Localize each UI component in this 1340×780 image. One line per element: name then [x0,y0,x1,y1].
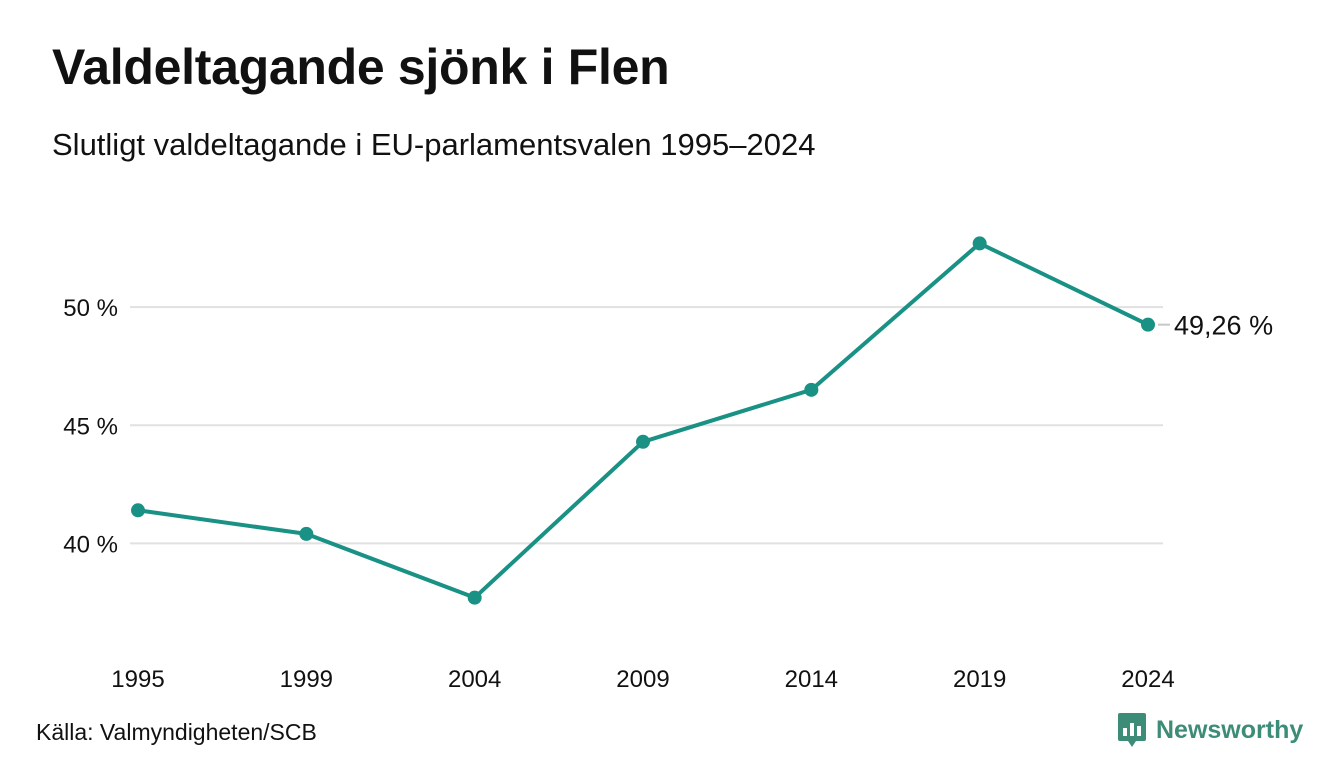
end-label-layer: 49,26 % [1158,311,1273,341]
x-tick-label: 2009 [616,666,669,693]
x-tick-label: 1995 [111,666,164,693]
x-tick-label: 2019 [953,666,1006,693]
data-point [131,503,145,518]
brand-logo: Newsworthy [1117,712,1303,748]
x-axis-tick-labels: 1995 1999 2004 2009 2014 2019 2024 [111,666,1174,693]
brand-name: Newsworthy [1156,715,1304,744]
chart-title: Valdeltagande sjönk i Flen [52,39,670,95]
x-tick-label: 2024 [1121,666,1174,693]
chart-subtitle: Slutligt valdeltagande i EU-parlamentsva… [52,127,816,162]
y-axis-tick-labels: 40 % 45 % 50 % [63,295,118,558]
x-tick-label: 2014 [785,666,838,693]
data-point [1141,317,1155,332]
y-tick-label: 45 % [63,413,118,440]
x-tick-label: 1999 [280,666,333,693]
y-tick-label: 40 % [63,531,118,558]
data-point [299,526,314,541]
y-tick-label: 50 % [63,295,118,322]
series-line-layer [136,241,1150,600]
x-tick-label: 2004 [448,666,501,693]
data-point [467,590,482,605]
series-points [131,236,1155,605]
series-line [136,241,1150,600]
newsworthy-logo-icon [1118,713,1146,747]
data-point [636,434,650,449]
data-point [972,236,987,251]
data-point [804,382,819,397]
gridlines [130,306,1163,545]
source-note: Källa: Valmyndigheten/SCB [36,719,317,745]
end-value-label: 49,26 % [1174,311,1273,341]
